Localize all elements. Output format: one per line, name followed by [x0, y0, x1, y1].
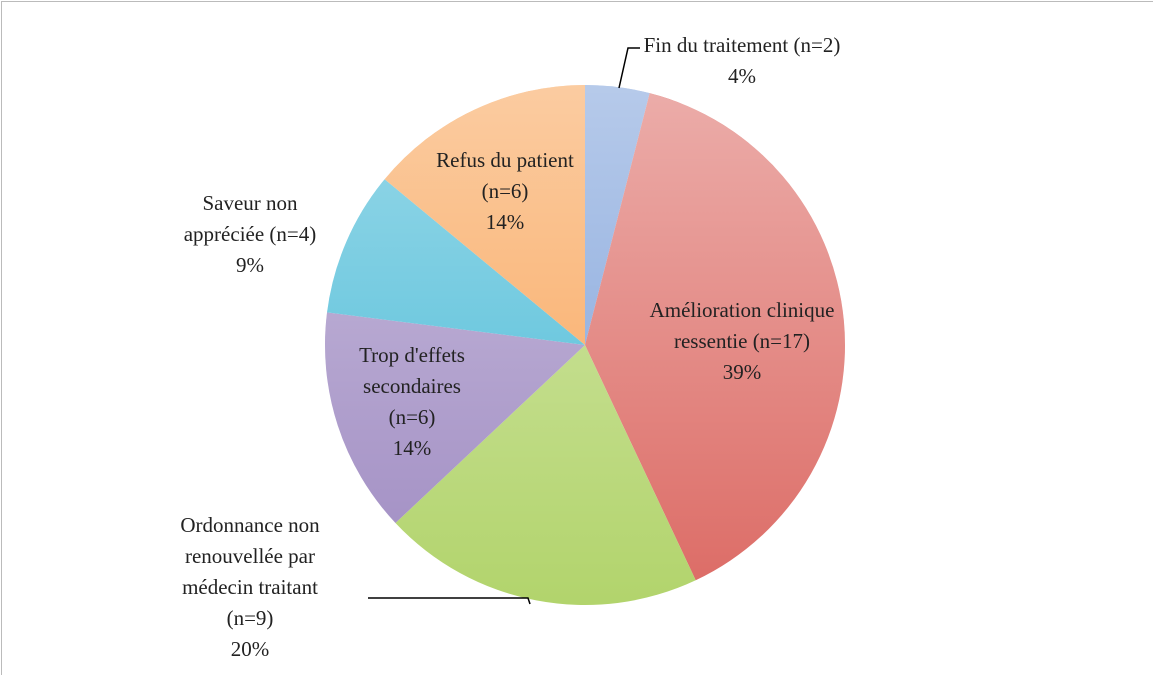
percent-label: 39%	[722, 360, 762, 384]
category-label: Trop d'effets secondaires (n=6)	[359, 343, 465, 429]
category-label: Amélioration clinique ressentie (n=17)	[649, 298, 835, 353]
data-label: Amélioration clinique ressentie (n=17) 39…	[642, 295, 842, 388]
category-label: Refus du patient (n=6)	[436, 148, 574, 203]
leader-line	[618, 47, 640, 89]
percent-label: 4%	[728, 64, 756, 88]
data-label: Fin du traitement (n=2) 4%	[622, 30, 862, 92]
data-label: Trop d'effets secondaires (n=6) 14%	[342, 340, 482, 464]
data-label: Ordonnance non renouvellée par médecin t…	[160, 510, 340, 665]
category-label: Saveur non appréciée (n=4)	[183, 191, 317, 246]
category-label: Ordonnance non renouvellée par médecin t…	[180, 513, 320, 630]
data-label: Refus du patient (n=6) 14%	[435, 145, 575, 238]
percent-label: 14%	[485, 210, 525, 234]
leader-line	[368, 597, 531, 605]
percent-label: 20%	[230, 637, 270, 661]
category-label: Fin du traitement (n=2)	[643, 33, 841, 57]
data-label: Saveur non appréciée (n=4) 9%	[163, 188, 338, 281]
percent-label: 9%	[236, 253, 264, 277]
percent-label: 14%	[392, 436, 432, 460]
